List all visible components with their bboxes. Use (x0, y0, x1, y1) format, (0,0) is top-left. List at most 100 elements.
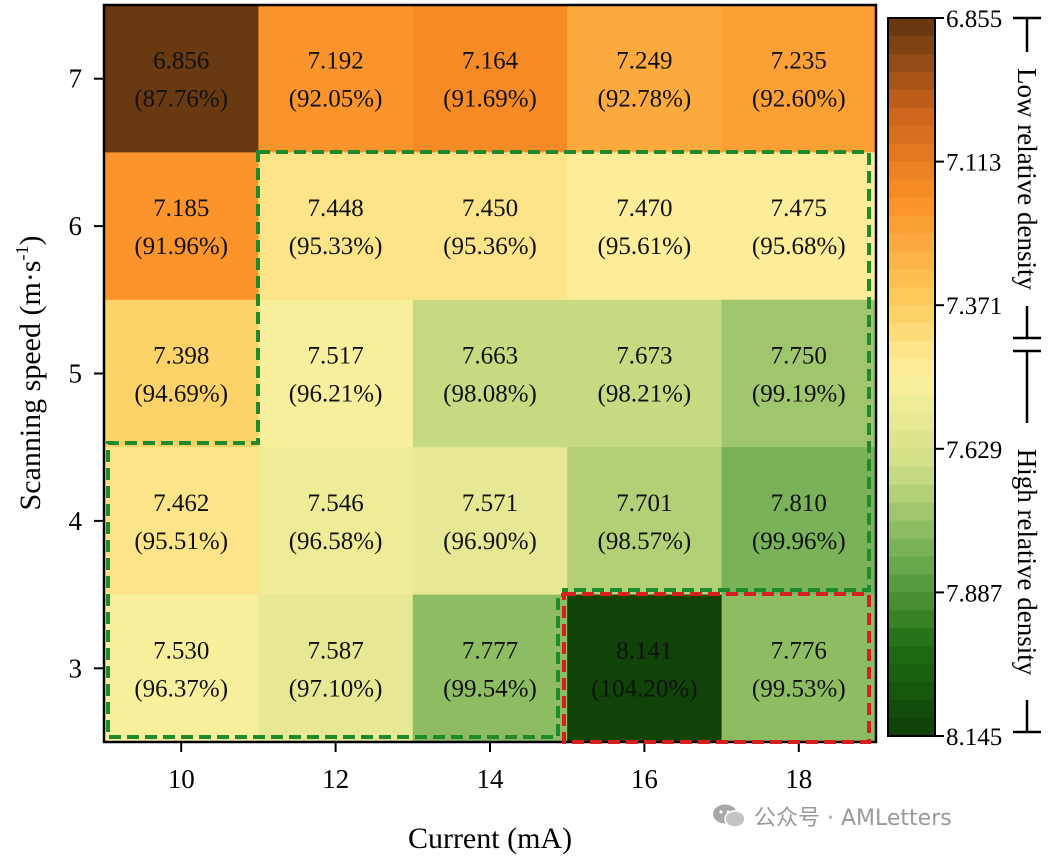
colorbar-tick-label: 6.855 (946, 6, 1002, 33)
cell-percent-label: (95.51%) (134, 528, 228, 555)
x-tick-label: 18 (785, 764, 812, 794)
cell-percent-label: (98.57%) (598, 528, 692, 555)
cell-percent-label: (87.76%) (134, 86, 228, 113)
heatmap-cell (104, 299, 259, 448)
colorbar-band (888, 574, 935, 593)
heatmap-cell (567, 594, 723, 743)
best-region-outline (562, 592, 871, 744)
heatmap-cell (721, 5, 877, 153)
cell-value-label: 7.571 (462, 490, 518, 517)
colorbar-band (888, 377, 935, 396)
colorbar-tick-label: 8.145 (946, 724, 1002, 751)
density-bracket (1013, 16, 1041, 734)
x-tick-label: 14 (477, 764, 505, 794)
x-axis-label: Current (mA) (408, 822, 572, 855)
cell-percent-label: (96.90%) (443, 528, 537, 555)
colorbar-band (888, 700, 935, 719)
colorbar-band (888, 18, 935, 37)
colorbar-band (888, 305, 935, 324)
cell-value-label: 7.192 (307, 48, 363, 75)
heatmap-cell (258, 152, 414, 301)
cell-percent-label: (95.33%) (289, 233, 383, 260)
heatmap-cell (412, 152, 568, 301)
heatmap-cell (104, 594, 259, 743)
cell-percent-label: (92.60%) (752, 86, 846, 113)
cell-value-label: 7.235 (771, 48, 827, 75)
colorbar-band (888, 664, 935, 683)
colorbar-band (888, 430, 935, 450)
colorbar-tick-label: 7.113 (946, 150, 1001, 177)
colorbar-band (888, 592, 935, 611)
heatmap-cell (258, 447, 414, 596)
cell-value-label: 7.462 (153, 490, 209, 517)
heatmap-cell (412, 447, 568, 596)
cell-value-label: 7.450 (462, 195, 518, 222)
cell-percent-label: (95.61%) (598, 233, 692, 260)
colorbar-tick-label: 7.629 (946, 437, 1002, 464)
heatmap-cell (258, 594, 414, 743)
colorbar-band (888, 107, 935, 127)
heatmap-cell (721, 299, 877, 448)
heatmap-cell (721, 594, 877, 743)
colorbar-band (888, 556, 935, 576)
colorbar-ticks: 6.855 7.113 7.371 7.629 7.887 8.145 (935, 6, 1002, 751)
cell-value-label: 7.185 (153, 195, 209, 222)
colorbar (888, 18, 935, 737)
cell-percent-label: (91.69%) (443, 86, 537, 113)
colorbar-band (888, 71, 935, 91)
heatmap-cell (412, 299, 568, 448)
colorbar-band (888, 448, 935, 468)
axes: 10 12 14 16 18 7 6 5 4 3 (69, 64, 813, 794)
colorbar-band (888, 251, 935, 270)
cell-percent-label: (95.36%) (443, 233, 537, 260)
cell-percent-label: (96.37%) (134, 675, 228, 702)
heatmap-cell (258, 5, 414, 153)
cell-value-label: 7.777 (462, 637, 518, 664)
colorbar-band (888, 53, 935, 73)
colorbar-band (888, 89, 935, 109)
colorbar-band (888, 646, 935, 665)
cell-value-label: 8.141 (616, 637, 672, 664)
colorbar-band (888, 484, 935, 504)
colorbar-band (888, 538, 935, 558)
y-tick-label: 3 (69, 653, 83, 683)
colorbar-band (888, 610, 935, 629)
cell-percent-label: (98.08%) (443, 381, 537, 408)
colorbar-band (888, 341, 935, 360)
cell-percent-label: (99.19%) (752, 381, 846, 408)
y-axis-label: Scanning speed (m·s-1) (12, 236, 47, 511)
cell-percent-label: (92.78%) (598, 86, 692, 113)
colorbar-band (888, 628, 935, 647)
cell-percent-label: (96.58%) (289, 528, 383, 555)
heatmap-cell (412, 5, 568, 153)
heatmap-cell (721, 447, 877, 596)
y-tick-label: 6 (69, 211, 83, 241)
colorbar-band (888, 143, 935, 163)
cell-value-label: 7.517 (307, 343, 363, 370)
heatmap-cell (412, 594, 568, 743)
cell-percent-label: (94.69%) (134, 381, 228, 408)
cell-percent-label: (95.68%) (752, 233, 846, 260)
high-density-label: High relative density (1012, 449, 1042, 676)
colorbar-band (888, 394, 935, 414)
cell-value-label: 7.776 (771, 637, 827, 664)
colorbar-band (888, 520, 935, 540)
colorbar-band (888, 233, 935, 252)
heatmap-cell (567, 152, 723, 301)
x-tick-label: 16 (631, 764, 658, 794)
cell-value-label: 7.750 (771, 343, 827, 370)
heatmap-cell (104, 152, 259, 301)
colorbar-band (888, 161, 935, 181)
y-tick-label: 5 (69, 359, 83, 389)
cell-percent-label: (99.96%) (752, 528, 846, 555)
colorbar-frame (887, 17, 936, 737)
cell-value-label: 7.810 (771, 490, 827, 517)
colorbar-band (888, 287, 935, 306)
y-tick-label: 7 (69, 64, 83, 94)
colorbar-band (888, 502, 935, 522)
colorbar-tick-label: 7.371 (946, 293, 1002, 320)
heatmap-cell-labels: 6.856 (87.76%) 7.192 (92.05%) 7.164 (91.69%) 7… (134, 48, 845, 703)
cell-percent-label: (104.20%) (591, 675, 697, 702)
colorbar-band (888, 359, 935, 378)
